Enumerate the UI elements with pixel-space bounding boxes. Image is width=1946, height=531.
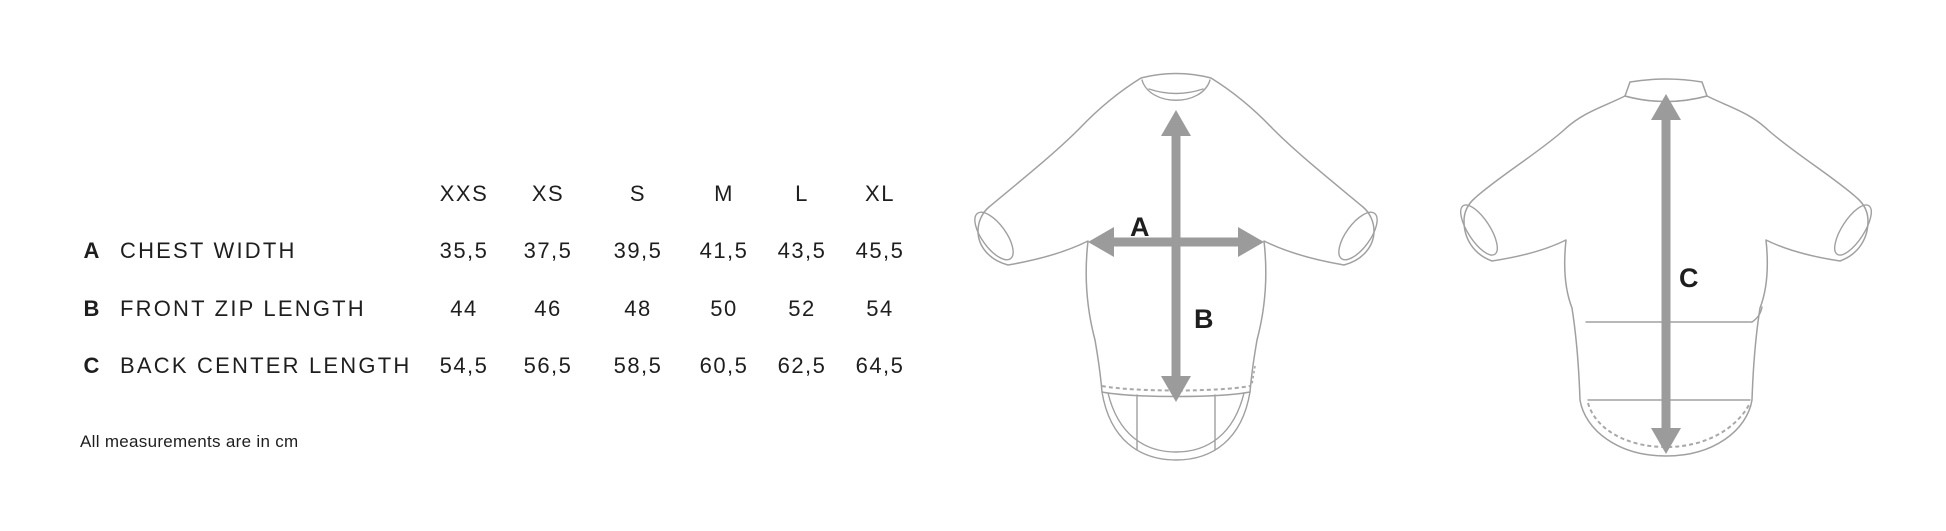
collar-neckline xyxy=(1141,79,1211,101)
size-header-xs: XS xyxy=(531,181,565,206)
measurement-arrow-b xyxy=(1161,110,1191,402)
cuff-right xyxy=(1338,211,1378,261)
size-header-m: M xyxy=(714,181,734,206)
value-cell: 39,5 xyxy=(613,238,663,263)
value-cell: 62,5 xyxy=(777,353,827,378)
size-header-l: L xyxy=(795,181,809,206)
collar-inner-line xyxy=(1148,88,1204,95)
cuff-right xyxy=(1834,204,1872,256)
jersey-front-tail-inner-arc xyxy=(1107,392,1245,453)
size-header-xl: XL xyxy=(865,181,895,206)
value-cell: 60,5 xyxy=(699,353,749,378)
value-cell: 52 xyxy=(788,296,816,321)
row-label-chest-width: CHEST WIDTH xyxy=(120,238,297,263)
pocket-corner-hook xyxy=(1751,306,1763,323)
measurement-arrow-c xyxy=(1651,94,1681,454)
jersey-front-diagram: A B xyxy=(974,72,1378,461)
value-cell: 56,5 xyxy=(523,353,573,378)
jersey-back-diagram: C xyxy=(1460,78,1872,457)
value-cell: 54 xyxy=(866,296,894,321)
row-label-front-zip-length: FRONT ZIP LENGTH xyxy=(120,296,366,321)
arrow-label-b: B xyxy=(1194,304,1214,334)
row-label-back-center-length: BACK CENTER LENGTH xyxy=(120,353,412,378)
row-key-c: C xyxy=(83,353,101,378)
units-footnote: All measurements are in cm xyxy=(80,432,299,451)
zip-end-mark xyxy=(1251,365,1256,385)
value-cell: 37,5 xyxy=(523,238,573,263)
hem-stitch-front xyxy=(1101,385,1251,392)
value-cell: 35,5 xyxy=(439,238,489,263)
arrow-label-c: C xyxy=(1679,263,1699,293)
value-cell: 54,5 xyxy=(439,353,489,378)
size-header-xxs: XXS xyxy=(439,181,489,206)
value-cell: 58,5 xyxy=(613,353,663,378)
cuff-left xyxy=(974,211,1014,261)
hem-stitch-back xyxy=(1587,402,1751,449)
jersey-front-tail-arc xyxy=(1101,391,1251,461)
arrow-label-a: A xyxy=(1130,212,1150,242)
row-key-b: B xyxy=(83,296,101,321)
value-cell: 46 xyxy=(534,296,562,321)
value-cell: 41,5 xyxy=(699,238,749,263)
row-key-a: A xyxy=(83,238,101,263)
value-cell: 50 xyxy=(710,296,738,321)
value-cell: 64,5 xyxy=(855,353,905,378)
cuff-left xyxy=(1460,204,1498,256)
value-cell: 48 xyxy=(624,296,652,321)
value-cell: 43,5 xyxy=(777,238,827,263)
value-cell: 45,5 xyxy=(855,238,905,263)
size-header-s: S xyxy=(629,181,647,206)
collar-back xyxy=(1624,78,1708,103)
value-cell: 44 xyxy=(450,296,478,321)
